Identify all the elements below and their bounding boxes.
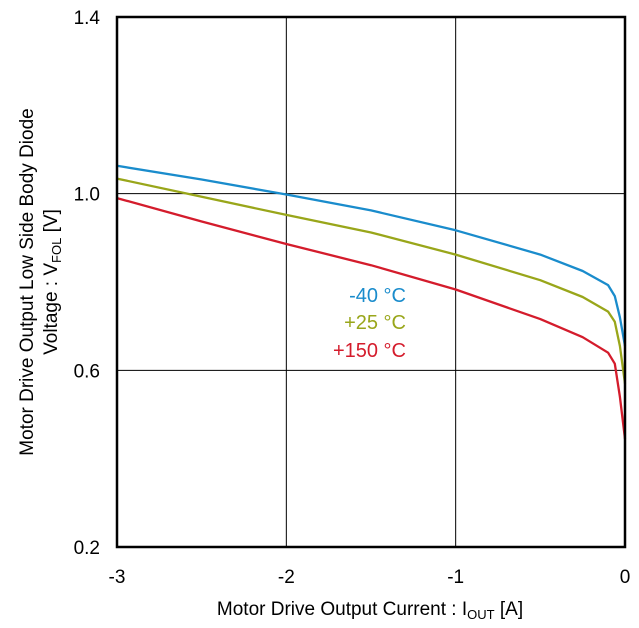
series-annotation-2: +150 °C <box>333 340 406 362</box>
y-tick-labels: 0.2 0.6 1.0 1.4 <box>74 8 101 559</box>
y-tick-label: 0.6 <box>74 361 100 382</box>
y-tick-label: 1.0 <box>74 185 100 206</box>
x-tick-label: 0 <box>620 567 631 588</box>
x-tick-label: -3 <box>109 567 126 588</box>
y-tick-label: 1.4 <box>74 8 101 29</box>
plot-frame <box>117 17 625 547</box>
y-axis-label-line1: Motor Drive Output Low Side Body Diode <box>17 108 38 455</box>
x-tick-label: -2 <box>278 567 295 588</box>
series-annotation-0: -40 °C <box>349 285 406 307</box>
series-annotation-1: +25 °C <box>344 312 406 334</box>
y-tick-label: 0.2 <box>74 538 100 559</box>
x-axis-label: Motor Drive Output Current : IOUT [A] <box>217 599 523 622</box>
x-tick-labels: -3 -2 -1 0 <box>109 567 631 588</box>
x-tick-label: -1 <box>447 567 464 588</box>
series-annotations: -40 °C +25 °C +150 °C <box>333 285 406 362</box>
grid-lines <box>117 17 625 547</box>
y-axis-label-line2: Voltage : VFOL [V] <box>41 209 64 355</box>
